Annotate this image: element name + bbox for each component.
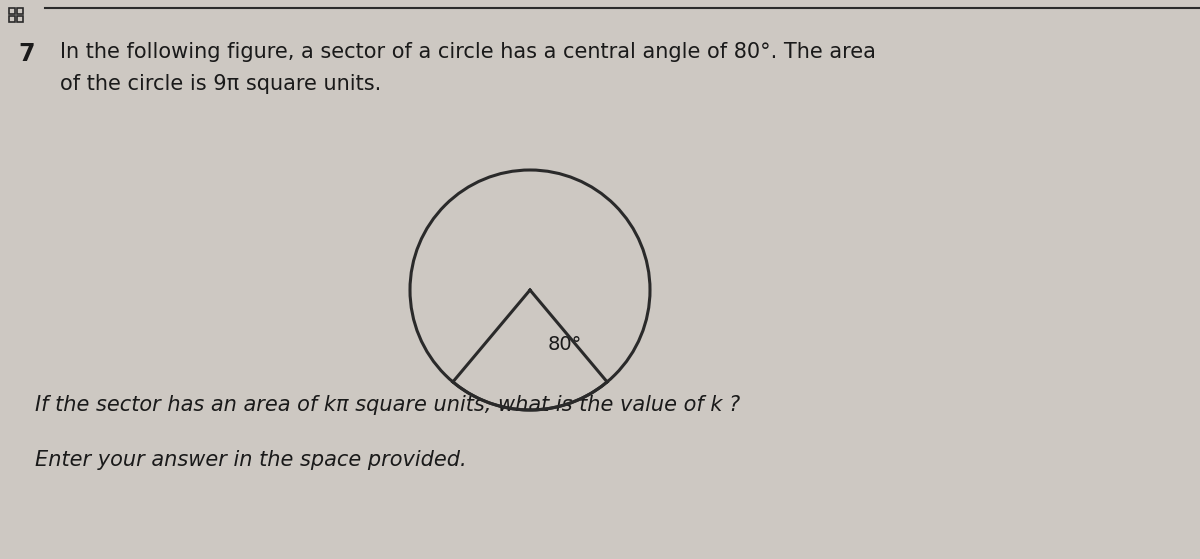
- Bar: [17, 16, 23, 21]
- Text: 80°: 80°: [548, 335, 582, 354]
- Text: 7: 7: [18, 42, 35, 66]
- Text: If the sector has an area of kπ square units, what is the value of k ?: If the sector has an area of kπ square u…: [35, 395, 740, 415]
- Text: In the following figure, a sector of a circle has a central angle of 80°. The ar: In the following figure, a sector of a c…: [60, 42, 876, 62]
- Bar: [8, 16, 14, 21]
- Text: of the circle is 9π square units.: of the circle is 9π square units.: [60, 74, 382, 94]
- Bar: [17, 7, 23, 13]
- Text: Enter your answer in the space provided.: Enter your answer in the space provided.: [35, 450, 467, 470]
- Bar: [8, 7, 14, 13]
